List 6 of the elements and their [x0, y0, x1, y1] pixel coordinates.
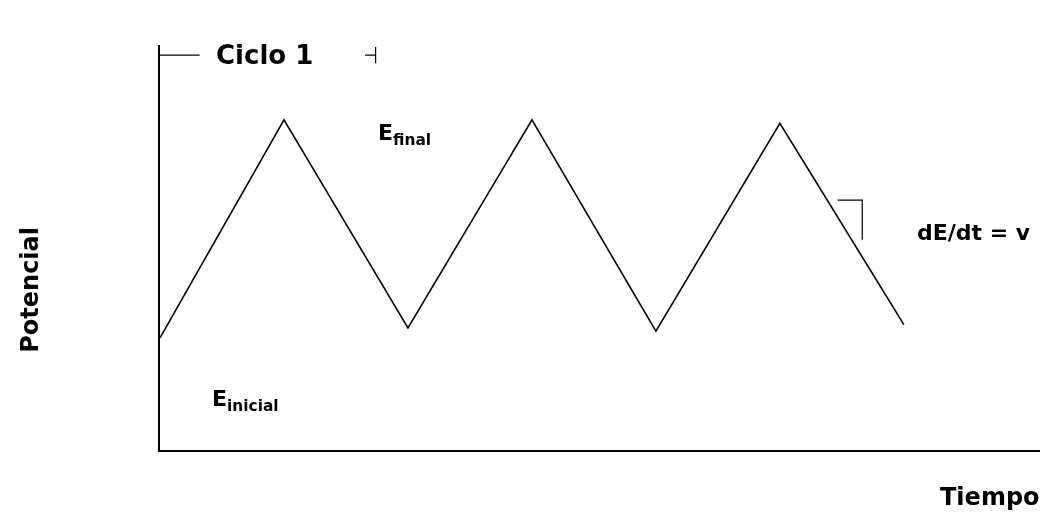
annotation: E$_{inicial}$ — [212, 386, 279, 415]
text: Ciclo 1 — [216, 40, 314, 70]
annotation: dE/dt = v — [917, 220, 1031, 245]
x-axis-title: Tiempo — [940, 483, 1040, 511]
annotation: E$_{final}$ — [378, 120, 432, 149]
y-axis-title: Potencial — [15, 226, 44, 353]
